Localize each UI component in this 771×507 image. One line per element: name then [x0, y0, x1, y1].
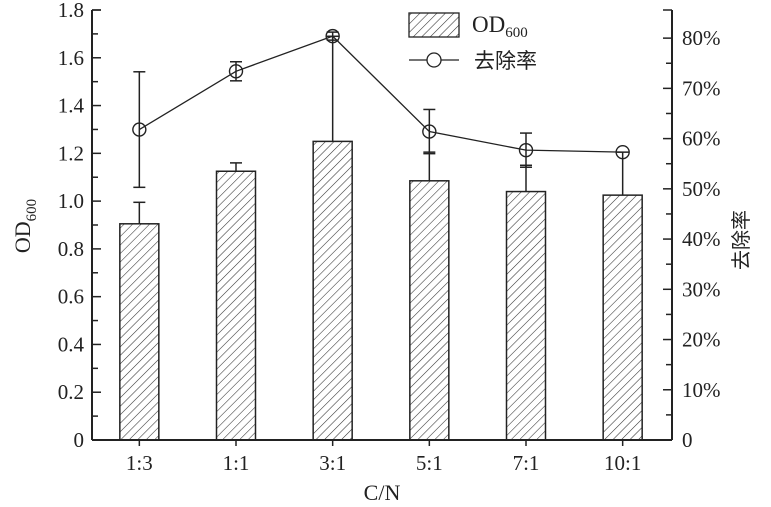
- od600-bar: [505, 190, 547, 441]
- y-left-tick-label: 1.6: [58, 46, 84, 70]
- removal-rate-point: [518, 142, 534, 158]
- removal-rate-point: [132, 122, 147, 137]
- legend-bar-label-main: OD: [472, 12, 505, 37]
- legend-line-marker: [426, 52, 442, 68]
- x-tick-label: 5:1: [416, 451, 443, 475]
- tick-labels: 0 0.2 0.4 0.6 0.8 1.0 1.2 1.4 1.6 1.8 0 10% 20% 30% 40…: [58, 0, 721, 475]
- od600-bar: [312, 140, 353, 441]
- y-axis-left-title: OD600: [10, 199, 40, 253]
- y-right-tick-label: 40%: [682, 227, 721, 251]
- y-right-tick-label: 20%: [682, 328, 721, 352]
- removal-rate-point: [228, 64, 244, 79]
- x-tick-label: 1:1: [223, 451, 250, 475]
- bars-layer: [119, 140, 643, 441]
- y-left-tick-label: 0.4: [58, 332, 85, 356]
- od600-bar: [409, 180, 450, 441]
- od600-bar: [119, 223, 160, 441]
- od600-bar: [602, 194, 643, 441]
- y-left-tick-label: 1.4: [58, 94, 85, 118]
- x-tick-label: 10:1: [604, 451, 641, 475]
- y-left-tick-label: 0.8: [58, 237, 84, 261]
- y-right-tick-label: 30%: [682, 277, 721, 301]
- legend-bar-label-sub: 600: [505, 25, 528, 41]
- od600-bar: [215, 170, 257, 441]
- removal-rate-point: [325, 28, 340, 44]
- y-right-tick-label: 50%: [682, 177, 721, 201]
- x-axis-title: C/N: [364, 480, 401, 505]
- x-tick-label: 7:1: [513, 451, 540, 475]
- y-axis-left-title-main: OD: [10, 221, 35, 253]
- y-left-tick-label: 1.2: [58, 141, 84, 165]
- error-bars-layer: [133, 35, 629, 224]
- y-right-tick-label: 0: [682, 428, 693, 452]
- legend: OD600 去除率: [408, 12, 537, 73]
- y-axis-left-title-sub: 600: [24, 199, 40, 222]
- x-tick-label: 1:3: [126, 451, 153, 475]
- removal-rate-line: [138, 35, 623, 153]
- legend-line-label: 去除率: [474, 49, 537, 73]
- y-axis-right-title: 去除率: [729, 210, 753, 270]
- y-left-tick-label: 0.6: [58, 285, 84, 309]
- axes: [91, 9, 673, 446]
- y-right-tick-label: 70%: [682, 76, 721, 100]
- y-left-tick-label: 0.2: [58, 380, 84, 404]
- y-left-tick-label: 1.0: [58, 189, 84, 213]
- removal-rate-point: [422, 124, 437, 139]
- y-right-tick-label: 60%: [682, 127, 721, 151]
- y-left-tick-label: 0: [74, 428, 85, 452]
- removal-rate-point: [615, 144, 630, 160]
- legend-bar-label: OD600: [472, 12, 528, 41]
- line-layer: [132, 28, 630, 189]
- x-tick-label: 3:1: [319, 451, 346, 475]
- y-right-tick-label: 10%: [682, 378, 721, 402]
- y-right-tick-label: 80%: [682, 26, 721, 50]
- legend-bar-swatch: [408, 12, 460, 38]
- y-left-tick-label: 1.8: [58, 0, 84, 22]
